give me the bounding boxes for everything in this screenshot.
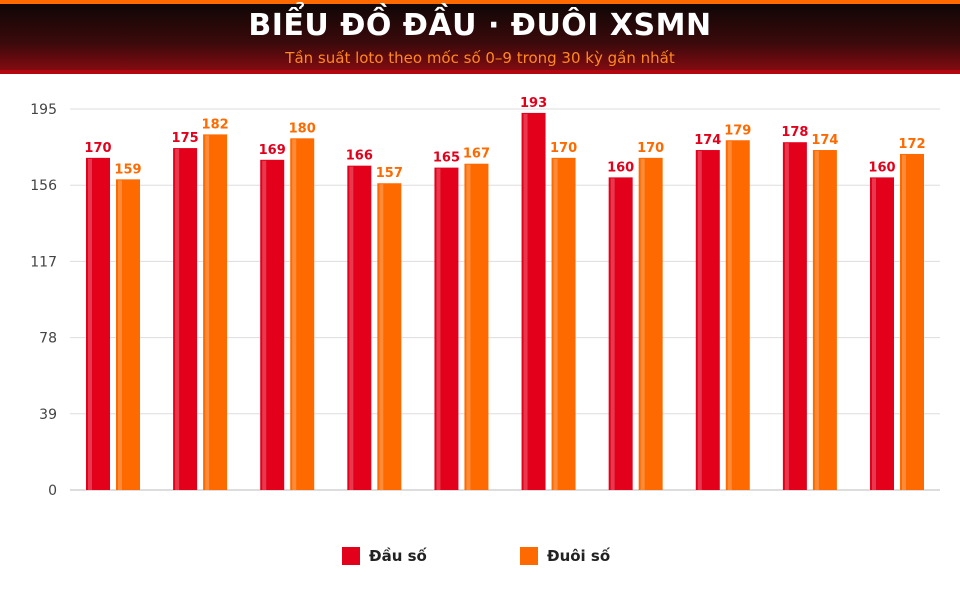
data-label-dau-8: 178 [781, 125, 808, 140]
bar-highlight-dau-2 [262, 160, 267, 491]
legend-label-duoi-so: Đuôi số [547, 547, 611, 565]
bar-duoi-3 [377, 183, 402, 490]
y-tick-label-195: 195 [30, 102, 57, 118]
bar-highlight-duoi-3 [379, 184, 384, 490]
bar-highlight-dau-6 [610, 178, 615, 490]
bar-highlight-duoi-6 [640, 158, 645, 490]
bar-highlight-dau-1 [175, 149, 180, 491]
bar-highlight-duoi-0 [118, 180, 122, 490]
legend-label-dau-so: Đầu số [369, 547, 427, 565]
data-label-dau-9: 160 [868, 160, 895, 175]
bar-highlight-dau-4 [436, 168, 441, 490]
y-tick-label-117: 117 [30, 254, 57, 270]
y-tick-label-156: 156 [30, 178, 57, 194]
legend-item-duoi-so: Đuôi số [520, 545, 610, 567]
bar-dau-4 [434, 167, 459, 490]
legend-item-dau-so: Đầu số [342, 545, 427, 567]
data-label-duoi-0: 159 [114, 162, 141, 177]
chart-subtitle: Tần suất loto theo mốc số 0–9 trong 30 k… [285, 49, 675, 67]
data-label-duoi-9: 172 [898, 137, 925, 152]
bar-dau-8 [782, 142, 807, 490]
bar-dau-3 [347, 165, 372, 490]
bar-highlight-duoi-2 [292, 139, 297, 491]
y-tick-label-39: 39 [39, 407, 57, 423]
chart-legend: Đầu số Đuôi số [0, 545, 960, 569]
bar-dau-2 [260, 159, 285, 491]
data-label-duoi-3: 157 [376, 166, 403, 181]
bar-duoi-5 [551, 157, 576, 490]
bar-dau-5 [521, 112, 546, 491]
data-label-dau-7: 174 [694, 133, 721, 148]
bar-duoi-6 [638, 157, 663, 490]
bar-highlight-duoi-9 [902, 154, 906, 490]
data-label-duoi-1: 182 [202, 117, 229, 132]
bar-duoi-4 [464, 163, 489, 490]
data-label-dau-5: 193 [520, 96, 547, 111]
y-tick-label-78: 78 [39, 331, 57, 347]
bar-highlight-duoi-4 [466, 164, 471, 490]
bar-highlight-dau-0 [88, 158, 92, 490]
data-label-dau-4: 165 [433, 151, 460, 166]
data-label-dau-1: 175 [172, 131, 199, 146]
chart-header: BIỂU ĐỒ ĐẦU · ĐUÔI XSMN Tần suất loto th… [0, 0, 960, 74]
data-label-duoi-4: 167 [463, 147, 490, 162]
data-label-dau-2: 169 [259, 143, 286, 158]
bar-highlight-duoi-5 [553, 158, 558, 490]
bar-dau-6 [608, 177, 633, 490]
legend-swatch-duoi-so [520, 547, 538, 565]
legend-swatch-dau-so [342, 547, 360, 565]
bar-highlight-duoi-8 [814, 151, 819, 490]
data-label-duoi-6: 170 [637, 141, 664, 156]
bar-duoi-9 [900, 153, 924, 490]
bar-highlight-dau-3 [349, 166, 354, 490]
bar-dau-0 [86, 157, 110, 490]
bar-duoi-0 [116, 179, 140, 490]
bar-highlight-dau-7 [697, 151, 702, 490]
chart-title: BIỂU ĐỒ ĐẦU · ĐUÔI XSMN [248, 8, 712, 43]
bar-highlight-duoi-1 [205, 135, 210, 490]
bar-duoi-7 [725, 140, 750, 490]
data-label-duoi-7: 179 [724, 123, 751, 138]
bar-chart: 0397811715619501701591175182216918031661… [30, 96, 940, 499]
bar-dau-1 [173, 148, 198, 491]
data-label-duoi-5: 170 [550, 141, 577, 156]
data-label-duoi-2: 180 [289, 121, 316, 136]
data-label-dau-3: 166 [346, 149, 373, 164]
bar-highlight-dau-9 [872, 178, 876, 490]
bar-highlight-duoi-7 [727, 141, 732, 490]
data-label-duoi-8: 174 [811, 133, 838, 148]
header-divider [0, 70, 960, 74]
bar-highlight-dau-5 [523, 113, 528, 491]
bar-duoi-2 [290, 138, 315, 491]
bar-duoi-8 [812, 150, 837, 490]
data-label-dau-6: 160 [607, 160, 634, 175]
y-tick-label-0: 0 [48, 483, 57, 499]
bar-dau-9 [870, 177, 894, 490]
bar-highlight-dau-8 [784, 143, 789, 490]
data-label-dau-0: 170 [84, 141, 111, 156]
bar-dau-7 [695, 150, 720, 490]
bar-duoi-1 [203, 134, 228, 490]
